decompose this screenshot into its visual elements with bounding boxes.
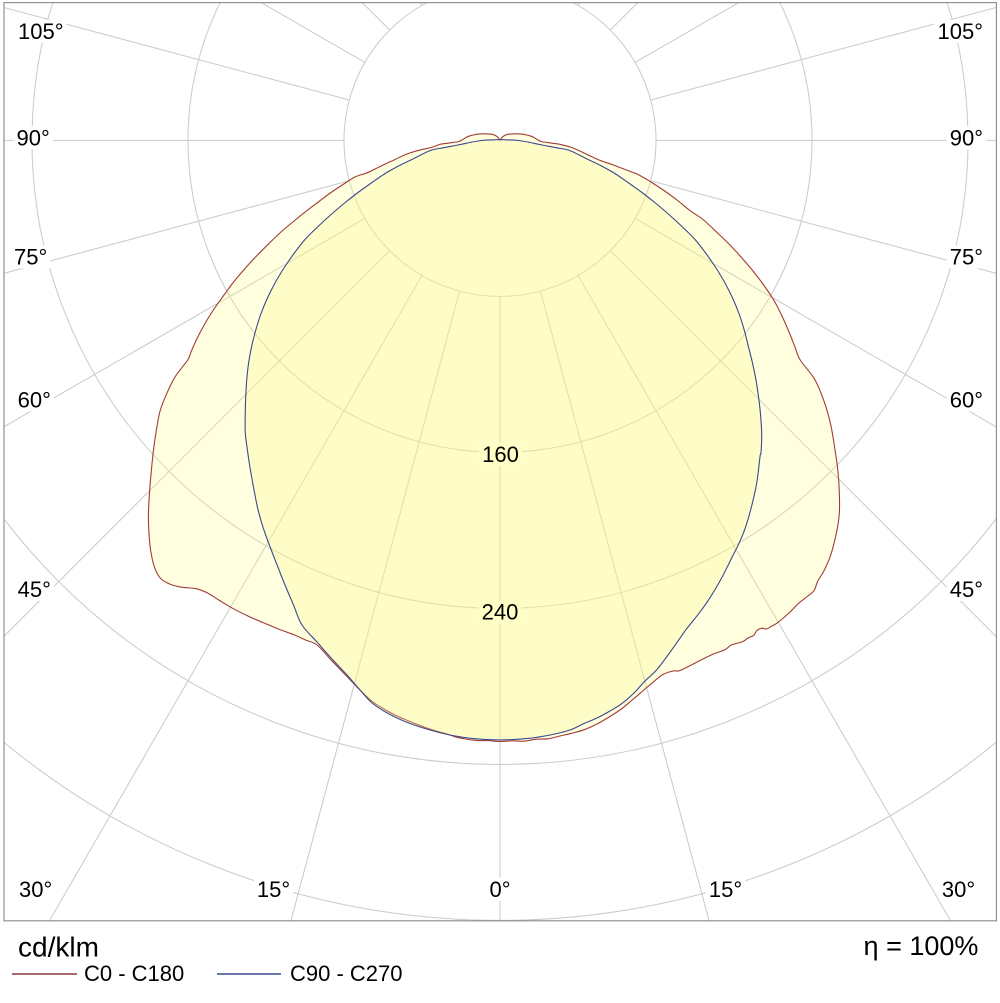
svg-text:60°: 60° [18, 388, 51, 413]
svg-text:105°: 105° [18, 19, 64, 44]
svg-text:160: 160 [482, 442, 519, 467]
svg-text:C0 - C180: C0 - C180 [84, 961, 184, 986]
svg-text:75°: 75° [14, 245, 47, 270]
svg-text:cd/klm: cd/klm [18, 932, 99, 963]
svg-text:60°: 60° [950, 388, 983, 413]
svg-text:0°: 0° [489, 877, 510, 902]
svg-text:30°: 30° [19, 877, 52, 902]
svg-text:C90 - C270: C90 - C270 [290, 961, 403, 986]
svg-text:75°: 75° [950, 245, 983, 270]
svg-text:η = 100%: η = 100% [864, 931, 979, 961]
svg-text:45°: 45° [950, 577, 983, 602]
svg-text:90°: 90° [950, 126, 983, 151]
svg-text:90°: 90° [17, 126, 50, 151]
svg-text:105°: 105° [937, 19, 983, 44]
svg-text:240: 240 [482, 600, 519, 625]
svg-text:15°: 15° [257, 877, 290, 902]
svg-text:30°: 30° [942, 877, 975, 902]
svg-text:15°: 15° [709, 877, 742, 902]
svg-text:45°: 45° [18, 577, 51, 602]
